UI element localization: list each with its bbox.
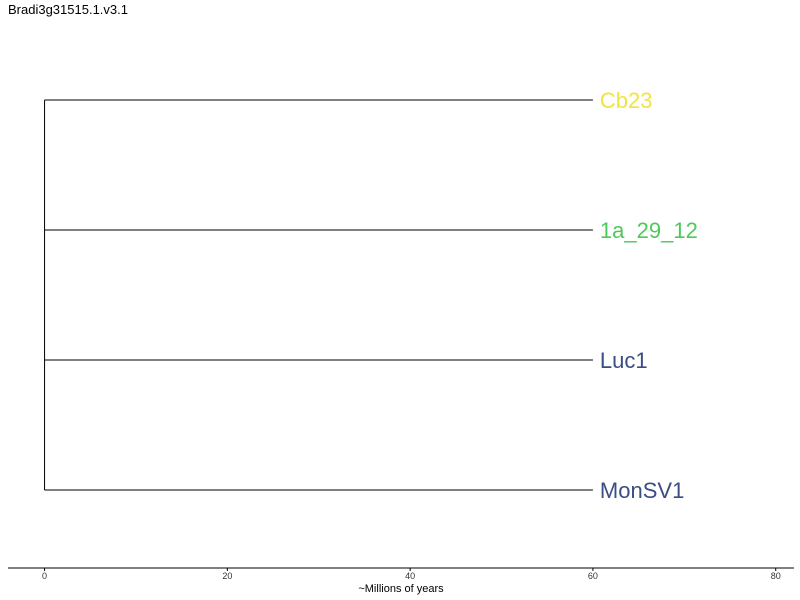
x-tick-label: 0 xyxy=(42,571,47,581)
leaf-label: 1a_29_12 xyxy=(600,218,698,243)
x-axis-title: ~Millions of years xyxy=(358,583,444,595)
x-tick-label: 40 xyxy=(405,571,415,581)
leaf-label: MonSV1 xyxy=(600,478,684,503)
leaf-label: Luc1 xyxy=(600,348,648,373)
x-tick-label: 20 xyxy=(222,571,232,581)
x-axis: 0 20 40 60 80 ~Millions of years xyxy=(8,567,794,595)
page-title: Bradi3g31515.1.v3.1 xyxy=(8,2,128,17)
x-tick-label: 80 xyxy=(771,571,781,581)
x-tick-label: 60 xyxy=(588,571,598,581)
x-axis-ticks: 0 20 40 60 80 xyxy=(42,568,781,581)
leaf-labels: Cb23 1a_29_12 Luc1 MonSV1 xyxy=(600,88,698,503)
leaf-label: Cb23 xyxy=(600,88,653,113)
tree-branches xyxy=(44,99,593,491)
